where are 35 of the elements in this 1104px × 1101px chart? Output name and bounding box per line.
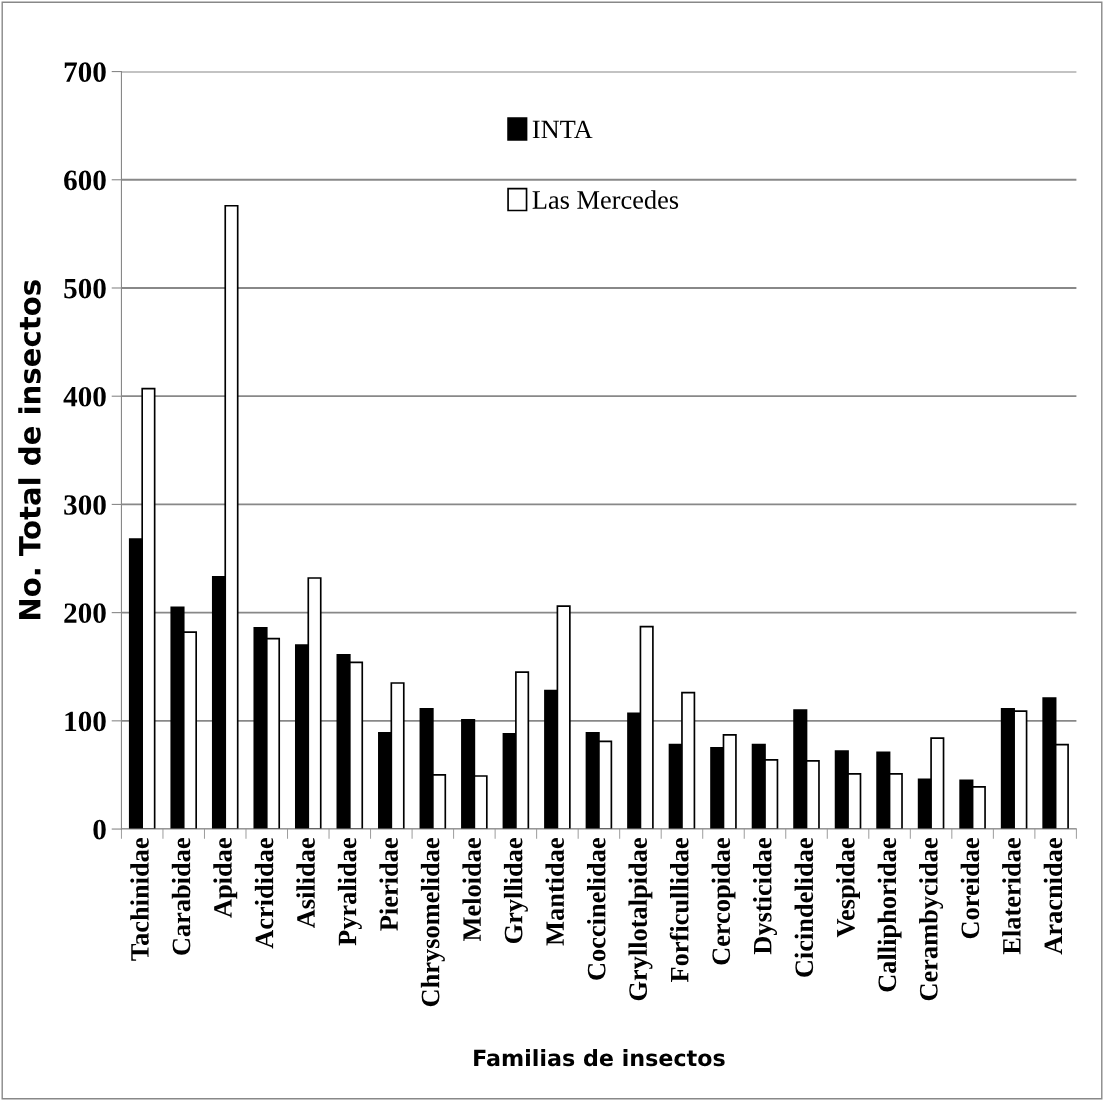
- x-tick-label: Coreidae: [960, 838, 980, 939]
- y-tick-label: 400: [63, 386, 106, 407]
- x-tick-label: Mantidae: [545, 838, 565, 946]
- x-tick-label: Asilidae: [296, 838, 315, 929]
- y-tick-label: 300: [64, 495, 106, 515]
- x-tick-label: Vespidae: [836, 838, 861, 938]
- x-tick-label: Cercopidae: [711, 838, 736, 965]
- y-tick-label: 200: [64, 603, 106, 624]
- x-tick-label: Cerambycidae: [919, 838, 944, 1001]
- x-tick-label: Pyralidae: [337, 838, 362, 946]
- legend-label: Las Mercedes: [532, 190, 679, 209]
- y-tick-label: 100: [65, 711, 106, 732]
- x-tick-label: Aracnidae: [1043, 838, 1063, 955]
- x-tick-label: Coccinelidae: [586, 838, 606, 980]
- x-tick-label: Carabidae: [171, 838, 191, 955]
- x-tick-label: Forficullidae: [669, 838, 689, 983]
- x-tick-label: Acrididae: [254, 838, 274, 949]
- legend-label: INTA: [532, 120, 593, 139]
- x-tick-label: Cicindelidae: [794, 838, 814, 977]
- y-tick-label: 600: [64, 170, 106, 191]
- x-tick-label: Elateridae: [1002, 838, 1021, 955]
- y-tick-label: 0: [93, 819, 106, 840]
- y-tick-label: 500: [64, 278, 106, 299]
- y-tick-label: 700: [64, 62, 106, 82]
- x-tick-label: Calliphoridae: [877, 838, 902, 992]
- x-tick-label: Chrysomelidae: [420, 838, 445, 1007]
- x-tick-label: Dysticidae: [753, 838, 777, 955]
- x-tick-label: Meloidae: [462, 838, 481, 941]
- x-tick-label: Gryllotalpidae: [628, 838, 653, 1001]
- x-axis-title: Familias de insectos: [474, 1049, 725, 1067]
- x-tick-label: Apidae: [213, 838, 238, 918]
- x-tick-label: Gryllidae: [503, 838, 528, 944]
- x-tick-label: Tachinidae: [130, 838, 149, 961]
- x-tick-label: Pieridae: [379, 838, 398, 931]
- y-axis-title: No. Total de insectos: [18, 280, 41, 620]
